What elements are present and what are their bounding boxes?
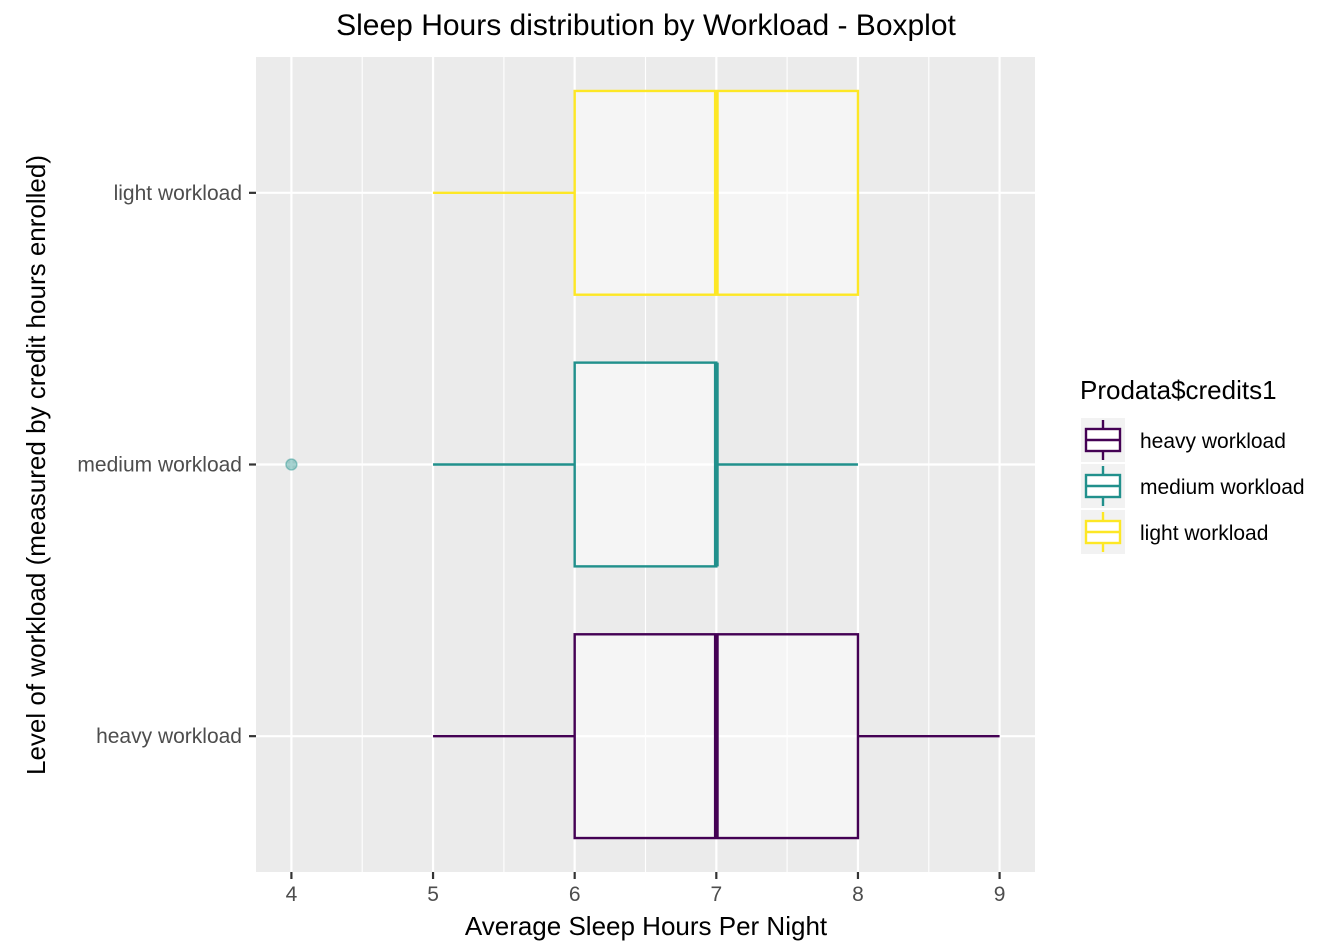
box-iqr (573, 361, 718, 568)
x-tick-label: 5 (427, 883, 439, 906)
x-axis: 4 5 6 7 8 9 (286, 872, 1006, 906)
y-axis-label: Level of workload (measured by credit ho… (21, 155, 51, 775)
y-tick-label: medium workload (77, 454, 242, 477)
x-tick-label: 6 (569, 883, 581, 906)
x-tick-label: 8 (852, 883, 864, 906)
y-tick-label: heavy workload (96, 725, 242, 748)
legend-entry-light-workload: light workload (1081, 510, 1268, 554)
legend-label: light workload (1140, 522, 1268, 545)
x-tick-label: 9 (994, 883, 1006, 906)
outlier-point (285, 458, 298, 471)
legend-entry-heavy-workload: heavy workload (1081, 418, 1286, 462)
chart-title: Sleep Hours distribution by Workload - B… (336, 9, 956, 42)
box-heavy-workload (433, 633, 1000, 840)
x-tick-label: 7 (710, 883, 722, 906)
y-axis: heavy workload medium workload light workl… (77, 182, 256, 748)
box-medium-workload (285, 361, 858, 568)
legend-label: heavy workload (1140, 430, 1286, 453)
legend: Prodata$credits1 heavy workload medium wo… (1080, 375, 1305, 554)
legend-title: Prodata$credits1 (1080, 375, 1277, 405)
legend-label: medium workload (1140, 476, 1305, 499)
x-tick-label: 4 (286, 883, 298, 906)
x-axis-label: Average Sleep Hours Per Night (465, 911, 828, 941)
y-tick-label: light workload (114, 182, 242, 205)
boxes (285, 89, 1000, 840)
legend-entry-medium-workload: medium workload (1081, 464, 1305, 508)
box-light-workload (433, 89, 860, 296)
